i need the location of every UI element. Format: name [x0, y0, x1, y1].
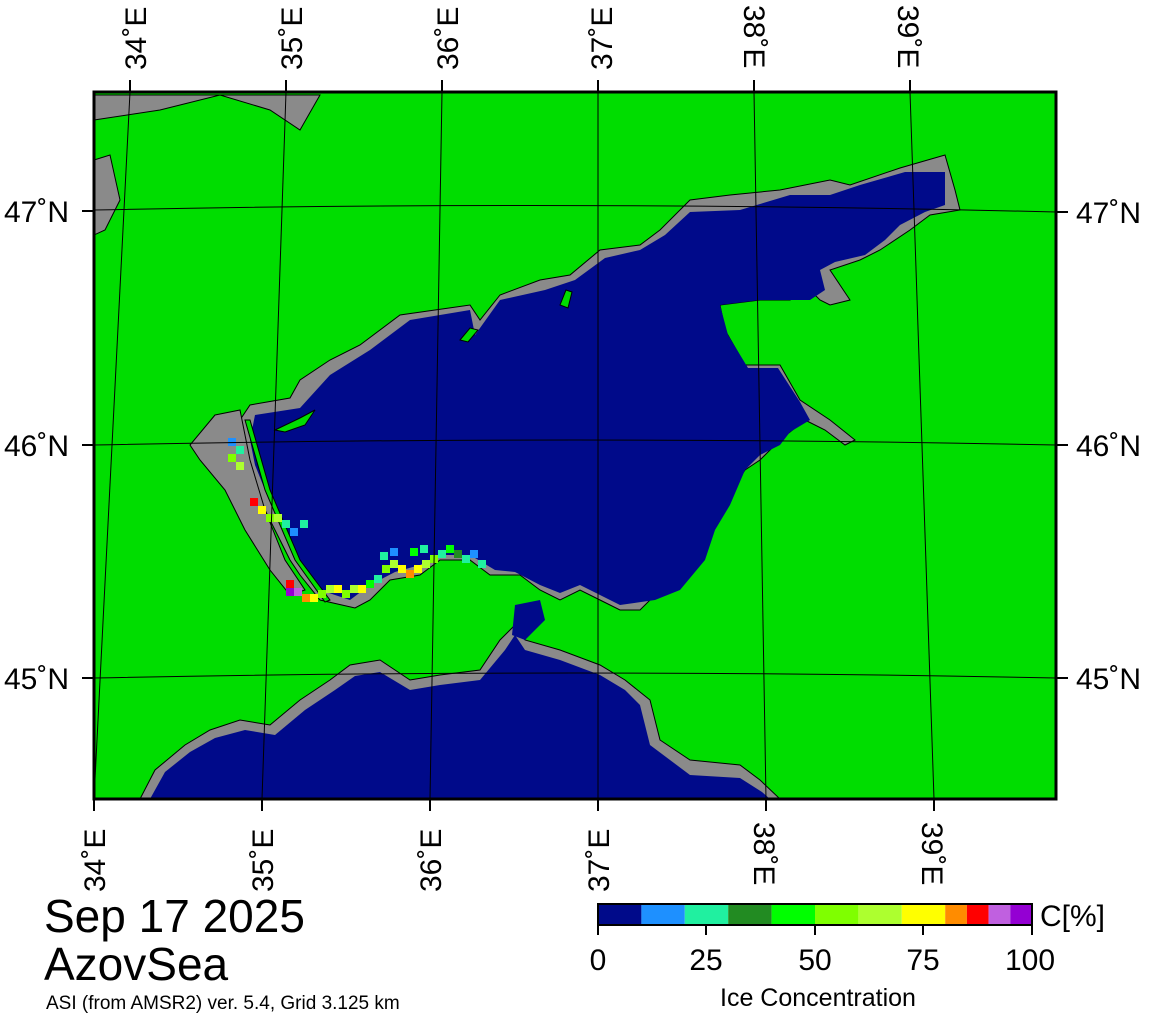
meridian-36e	[429, 92, 443, 799]
colorbar-class-8	[945, 904, 967, 925]
right-lat-label-47n: 47˚N	[1076, 197, 1141, 230]
bottom-lon-label-39e: 39˚E	[915, 822, 948, 885]
colorbar-class-10	[988, 904, 1011, 925]
meridian-38e	[753, 92, 767, 799]
meridian-39e	[909, 92, 935, 799]
colorbar-class-7	[901, 904, 946, 925]
colorbar-class-4	[771, 904, 815, 925]
colorbar-tick-0: 0	[590, 944, 607, 977]
colorbar-class-6	[858, 904, 902, 925]
colorbar-class-11	[1010, 904, 1032, 925]
top-lon-label-37e: 37˚E	[586, 7, 619, 70]
colorbar-tick-75: 75	[906, 944, 939, 977]
colorbar-class-5	[815, 904, 859, 925]
bottom-lon-label-38e: 38˚E	[747, 822, 780, 885]
parallel-46n	[94, 439, 1056, 446]
colorbar-class-2	[684, 904, 729, 925]
top-lon-label-39e: 39˚E	[891, 5, 924, 68]
colorbar-title: Ice Concentration	[720, 984, 916, 1012]
meridian-35e	[261, 92, 287, 799]
right-lat-label-46n: 46˚N	[1076, 430, 1141, 463]
colorbar-class-9	[966, 904, 989, 925]
kerch-strait-water	[512, 600, 545, 640]
region-label: AzovSea	[44, 938, 229, 990]
colorbar-class-1	[641, 904, 685, 925]
colorbar-tick-25: 25	[689, 944, 722, 977]
black-sea-water	[150, 635, 770, 799]
right-lat-label-45n: 45˚N	[1076, 663, 1141, 696]
colorbar-ticks	[597, 925, 1033, 935]
bottom-lon-label-34e: 34˚E	[79, 829, 112, 892]
top-lon-label-38e: 38˚E	[737, 5, 770, 68]
arabat-spit	[244, 419, 331, 603]
northern-spit-1	[273, 409, 316, 433]
bottom-lon-label-37e: 37˚E	[583, 829, 616, 892]
map-layers	[94, 92, 1056, 799]
northwest-inlet-mask	[94, 154, 121, 236]
source-label: ASI (from AMSR2) ver. 5.4, Grid 3.125 km	[46, 993, 400, 1014]
top-ticks	[129, 80, 911, 92]
parallel-47n	[94, 204, 1056, 213]
colorbar	[598, 904, 1032, 925]
top-lon-label-35e: 35˚E	[276, 7, 309, 70]
parallel-45n	[94, 672, 1056, 679]
bottom-lon-label-36e: 36˚E	[415, 829, 448, 892]
northern-spit-3	[559, 289, 573, 309]
left-lat-label-46n: 46˚N	[4, 430, 69, 463]
colorbar-class-0	[598, 904, 642, 925]
bottom-ticks	[93, 799, 935, 811]
colorbar-unit: C[%]	[1040, 900, 1105, 933]
ice-pixels	[228, 438, 486, 602]
graticule	[94, 92, 1056, 799]
date-label: Sep 17 2025	[44, 890, 305, 942]
top-lon-label-34e: 34˚E	[120, 7, 153, 70]
colorbar-tick-50: 50	[798, 944, 831, 977]
top-lon-label-36e: 36˚E	[432, 7, 465, 70]
northern-spit-2	[459, 327, 479, 343]
side-ticks	[82, 210, 1068, 679]
colorbar-class-3	[728, 904, 772, 925]
left-lat-label-45n: 45˚N	[4, 663, 69, 696]
bottom-lon-label-35e: 35˚E	[247, 829, 280, 892]
left-lat-label-47n: 47˚N	[4, 196, 69, 229]
colorbar-tick-100: 100	[1005, 944, 1055, 977]
